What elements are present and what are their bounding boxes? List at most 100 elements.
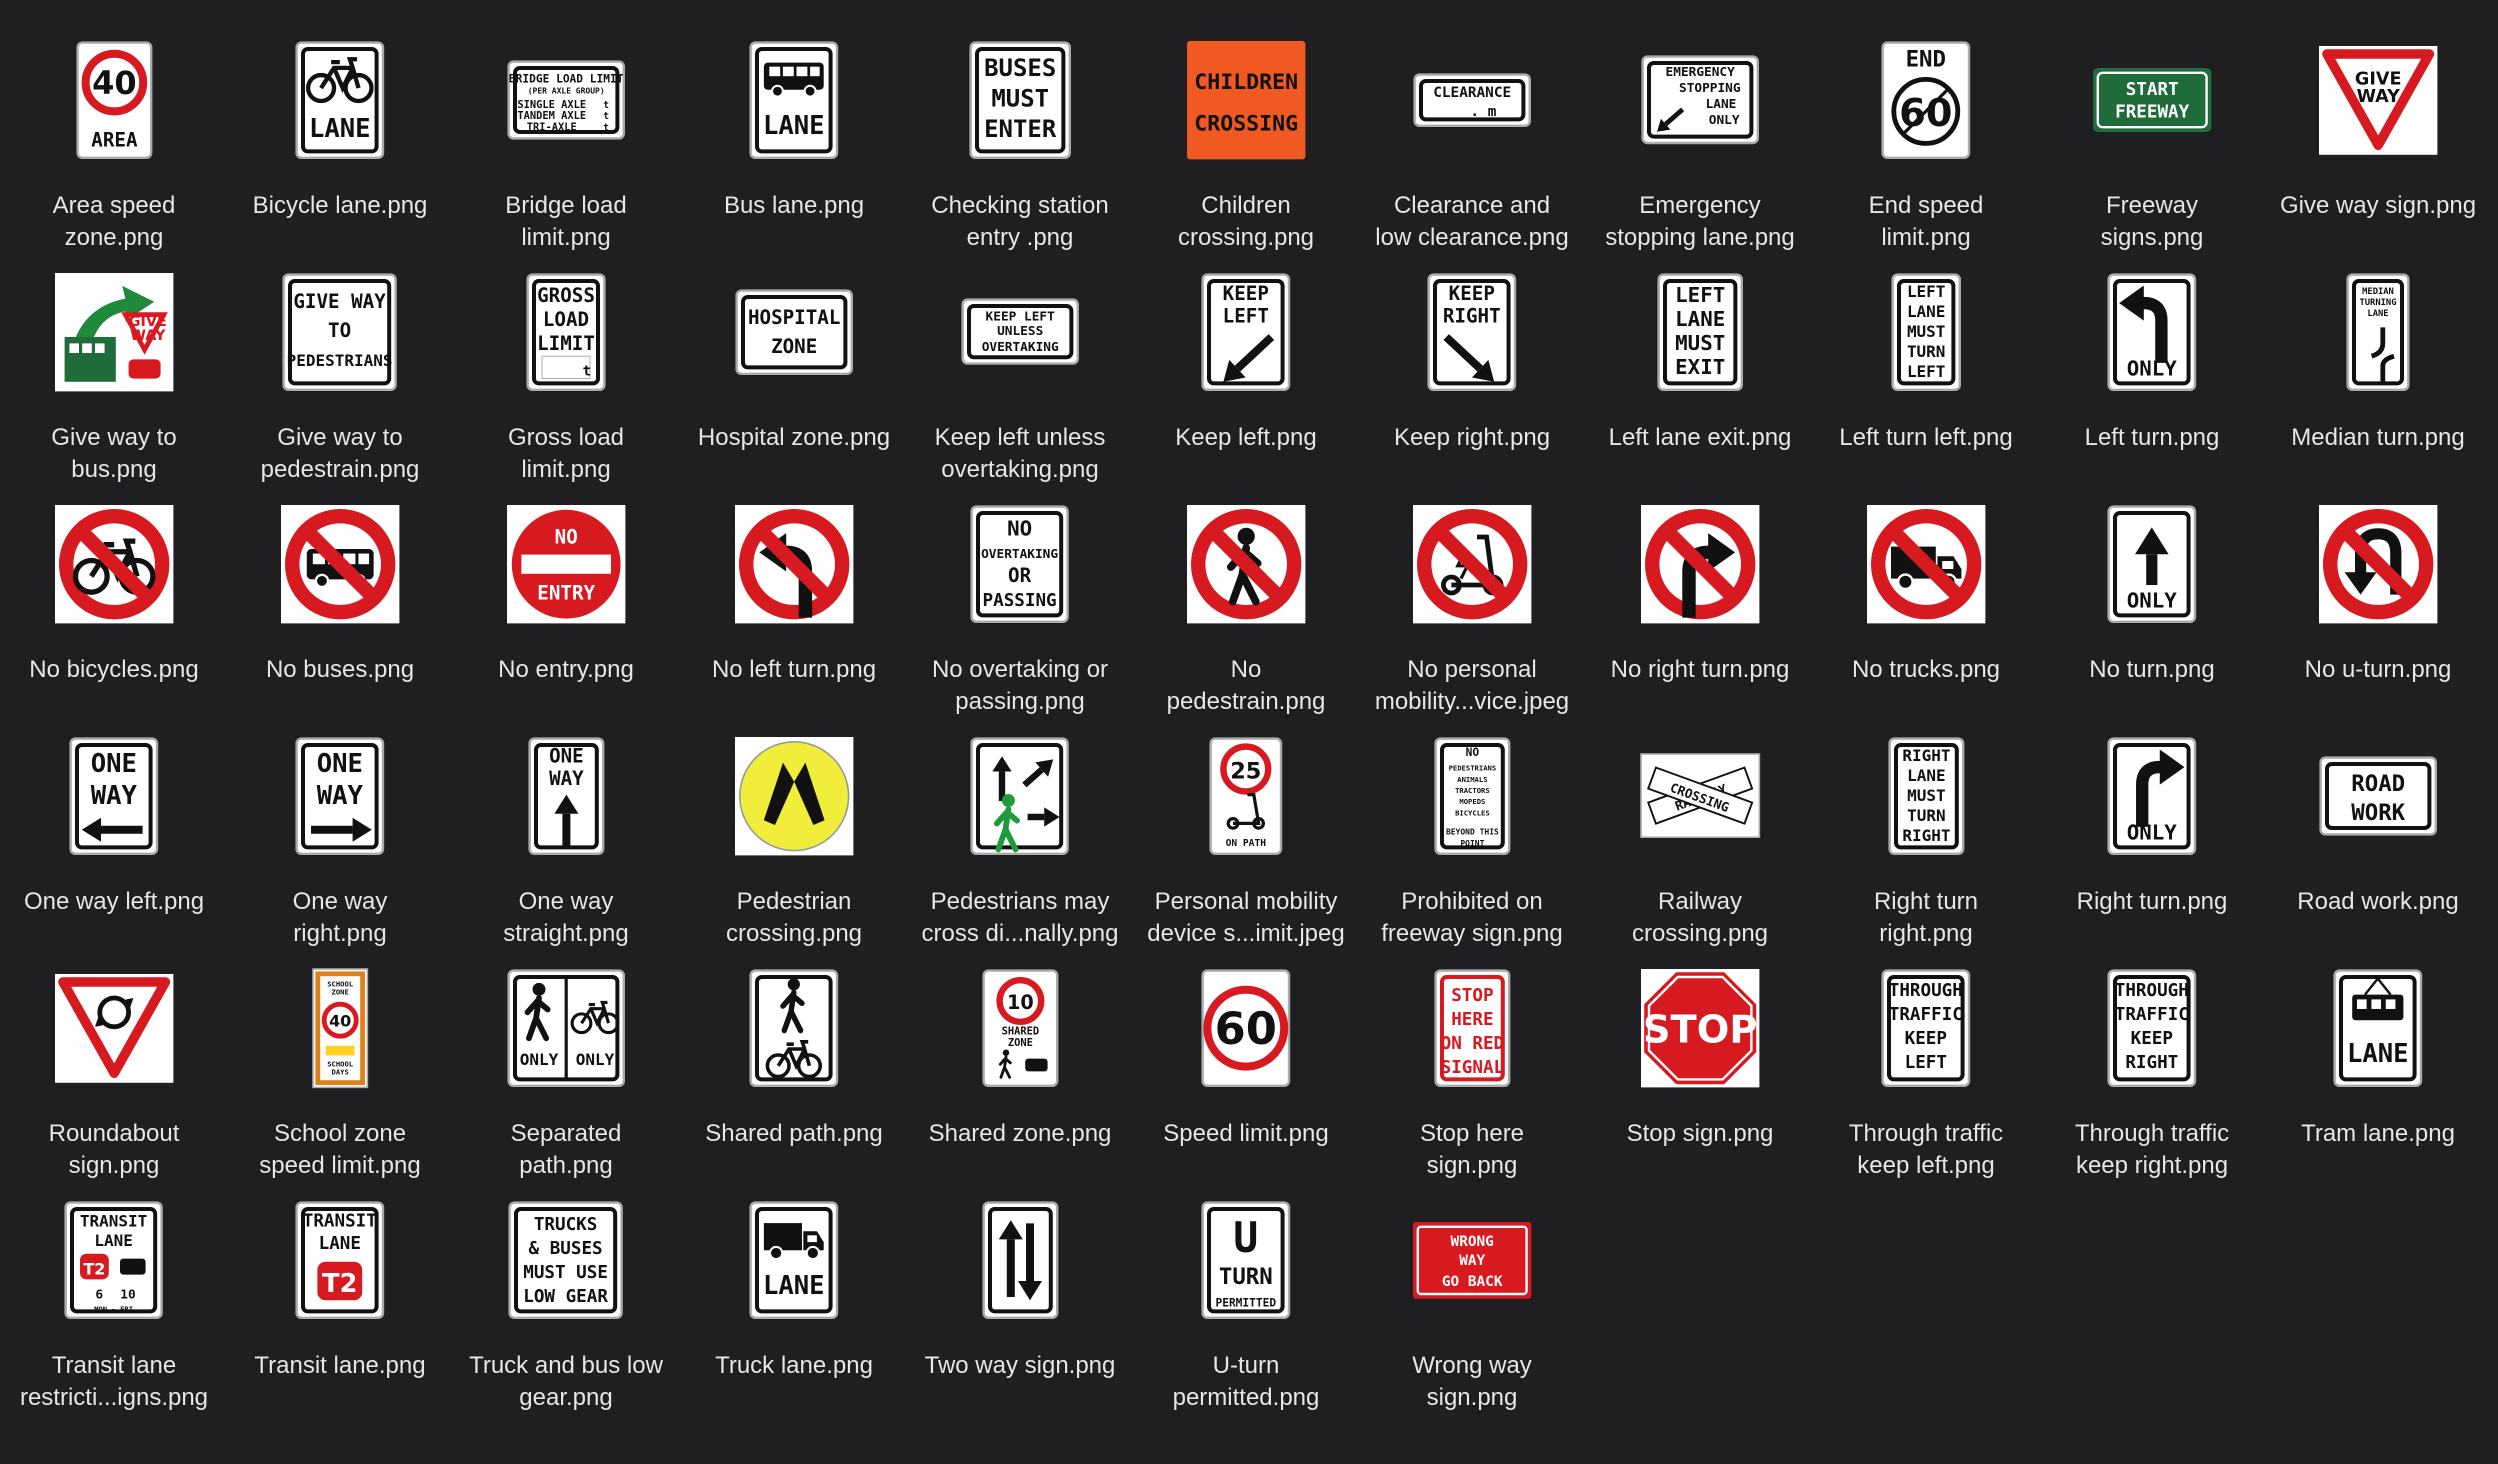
- file-item[interactable]: ONE WAY One way left.png: [1, 716, 227, 918]
- file-thumbnail[interactable]: STOP HERE ON RED SIGNAL: [1359, 948, 1585, 1108]
- file-name[interactable]: Roundabout sign.png: [1, 1118, 227, 1182]
- file-name[interactable]: End speed limit.png: [1813, 190, 2039, 254]
- file-name[interactable]: Pedestrian crossing.png: [681, 886, 907, 950]
- file-item[interactable]: EMERGENCY STOPPING LANE ONLY Emergency stoppi…: [1587, 20, 1813, 254]
- file-item[interactable]: GIVE WAY Give way sign.png: [2265, 20, 2491, 222]
- file-name[interactable]: Through traffic keep right.png: [2039, 1118, 2265, 1182]
- file-name[interactable]: Two way sign.png: [907, 1350, 1133, 1382]
- file-name[interactable]: Transit lane restricti...igns.png: [1, 1350, 227, 1414]
- file-name[interactable]: Truck lane.png: [681, 1350, 907, 1382]
- file-thumbnail[interactable]: ONE WAY: [1, 716, 227, 876]
- file-name[interactable]: Hospital zone.png: [681, 422, 907, 454]
- file-name[interactable]: One way left.png: [1, 886, 227, 918]
- file-item[interactable]: GROSS LOAD LIMIT t Gross load limit.png: [453, 252, 679, 486]
- file-thumbnail[interactable]: BRIDGE LOAD LIMIT (PER AXLE GROUP) SINGLE …: [453, 20, 679, 180]
- file-name[interactable]: Through traffic keep left.png: [1813, 1118, 2039, 1182]
- file-thumbnail[interactable]: NO OVERTAKING OR PASSING: [907, 484, 1133, 644]
- file-thumbnail[interactable]: THROUGH TRAFFIC KEEP LEFT: [1813, 948, 2039, 1108]
- file-item[interactable]: CHILDREN CROSSING Children crossing.png: [1133, 20, 1359, 254]
- file-name[interactable]: Checking station entry .png: [907, 190, 1133, 254]
- file-name[interactable]: Clearance and low clearance.png: [1359, 190, 1585, 254]
- file-item[interactable]: KEEP LEFT UNLESS OVERTAKING Keep left unles…: [907, 252, 1133, 486]
- file-name[interactable]: U-turn permitted.png: [1133, 1350, 1359, 1414]
- file-name[interactable]: Give way to pedestrain.png: [227, 422, 453, 486]
- file-thumbnail[interactable]: HOSPITAL ZONE: [681, 252, 907, 412]
- file-name[interactable]: Keep right.png: [1359, 422, 1585, 454]
- file-name[interactable]: Keep left.png: [1133, 422, 1359, 454]
- file-item[interactable]: LANE Bicycle lane.png: [227, 20, 453, 222]
- file-item[interactable]: WRONG WAY GO BACK Wrong way sign.png: [1359, 1180, 1585, 1414]
- file-name[interactable]: Left turn left.png: [1813, 422, 2039, 454]
- file-thumbnail[interactable]: [1, 948, 227, 1108]
- file-name[interactable]: Stop here sign.png: [1359, 1118, 1585, 1182]
- file-item[interactable]: No u-turn.png: [2265, 484, 2491, 686]
- file-item[interactable]: RIGHT LANE MUST TURN RIGHT Right turn right.pn…: [1813, 716, 2039, 950]
- file-thumbnail[interactable]: TRUCKS & BUSES MUST USE LOW GEAR: [453, 1180, 679, 1340]
- file-item[interactable]: CLEARANCE . m Clearance and low clearance.p…: [1359, 20, 1585, 254]
- file-thumbnail[interactable]: CHILDREN CROSSING: [1133, 20, 1359, 180]
- file-thumbnail[interactable]: TRANSIT LANE T2: [227, 1180, 453, 1340]
- file-item[interactable]: U TURN PERMITTED U-turn permitted.png: [1133, 1180, 1359, 1414]
- file-thumbnail[interactable]: THROUGH TRAFFIC KEEP RIGHT: [2039, 948, 2265, 1108]
- file-item[interactable]: Pedestrian crossing.png: [681, 716, 907, 950]
- file-item[interactable]: 10 SHARED ZONE Shared zone.png: [907, 948, 1133, 1150]
- file-thumbnail[interactable]: [907, 1180, 1133, 1340]
- file-name[interactable]: Bicycle lane.png: [227, 190, 453, 222]
- file-thumbnail[interactable]: END60: [1813, 20, 2039, 180]
- file-name[interactable]: Median turn.png: [2265, 422, 2491, 454]
- file-item[interactable]: ONE WAY One way right.png: [227, 716, 453, 950]
- file-thumbnail[interactable]: GIVE WAY TO PEDESTRIANS: [227, 252, 453, 412]
- file-thumbnail[interactable]: ONLY: [2039, 484, 2265, 644]
- file-item[interactable]: 40 AREA Area speed zone.png: [1, 20, 227, 254]
- file-name[interactable]: Keep left unless overtaking.png: [907, 422, 1133, 486]
- file-item[interactable]: No right turn.png: [1587, 484, 1813, 686]
- file-thumbnail[interactable]: STOP: [1587, 948, 1813, 1108]
- file-item[interactable]: LANE Bus lane.png: [681, 20, 907, 222]
- file-item[interactable]: 25 ON PATH Personal mobility device s...imi…: [1133, 716, 1359, 950]
- file-thumbnail[interactable]: GIVE WAY: [2265, 20, 2491, 180]
- file-item[interactable]: THROUGH TRAFFIC KEEP LEFT Through traffic kee…: [1813, 948, 2039, 1182]
- file-item[interactable]: No pedestrain.png: [1133, 484, 1359, 718]
- file-name[interactable]: Give way sign.png: [2265, 190, 2491, 222]
- file-item[interactable]: Two way sign.png: [907, 1180, 1133, 1382]
- file-name[interactable]: Emergency stopping lane.png: [1587, 190, 1813, 254]
- file-item[interactable]: RAILWAYCROSSING Railway crossing.png: [1587, 716, 1813, 950]
- file-name[interactable]: Speed limit.png: [1133, 1118, 1359, 1150]
- file-thumbnail[interactable]: [1, 484, 227, 644]
- file-item[interactable]: NO ENTRY No entry.png: [453, 484, 679, 686]
- file-item[interactable]: Roundabout sign.png: [1, 948, 227, 1182]
- file-item[interactable]: LEFT LANE MUST TURN LEFT Left turn left.png: [1813, 252, 2039, 454]
- file-item[interactable]: HOSPITAL ZONE Hospital zone.png: [681, 252, 907, 454]
- file-item[interactable]: MEDIAN TURNING LANE Median turn.png: [2265, 252, 2491, 454]
- file-item[interactable]: ROAD WORK Road work.png: [2265, 716, 2491, 918]
- file-thumbnail[interactable]: TRANSIT LANE T2 6 10 MON - FRI: [1, 1180, 227, 1340]
- file-item[interactable]: SCHOOL ZONE 40 SCHOOL DAYS School zone speed l…: [227, 948, 453, 1182]
- file-item[interactable]: ONLY Right turn.png: [2039, 716, 2265, 918]
- file-thumbnail[interactable]: LEFT LANE MUST EXIT: [1587, 252, 1813, 412]
- file-thumbnail[interactable]: 60: [1133, 948, 1359, 1108]
- file-name[interactable]: Children crossing.png: [1133, 190, 1359, 254]
- file-item[interactable]: 60 Speed limit.png: [1133, 948, 1359, 1150]
- file-name[interactable]: Stop sign.png: [1587, 1118, 1813, 1150]
- file-thumbnail[interactable]: [1813, 484, 2039, 644]
- file-item[interactable]: TRANSIT LANE T2 Transit lane.png: [227, 1180, 453, 1382]
- file-name[interactable]: No personal mobility...vice.jpeg: [1359, 654, 1585, 718]
- file-name[interactable]: Right turn right.png: [1813, 886, 2039, 950]
- file-thumbnail[interactable]: [907, 716, 1133, 876]
- file-name[interactable]: No trucks.png: [1813, 654, 2039, 686]
- file-thumbnail[interactable]: KEEP RIGHT: [1359, 252, 1585, 412]
- file-name[interactable]: No pedestrain.png: [1133, 654, 1359, 718]
- file-name[interactable]: Prohibited on freeway sign.png: [1359, 886, 1585, 950]
- file-thumbnail[interactable]: [1133, 484, 1359, 644]
- file-name[interactable]: One way straight.png: [453, 886, 679, 950]
- file-item[interactable]: Shared path.png: [681, 948, 907, 1150]
- file-name[interactable]: Pedestrians may cross di...nally.png: [907, 886, 1133, 950]
- file-thumbnail[interactable]: ONE WAY: [453, 716, 679, 876]
- file-name[interactable]: Gross load limit.png: [453, 422, 679, 486]
- file-thumbnail[interactable]: LANE: [227, 20, 453, 180]
- file-name[interactable]: No left turn.png: [681, 654, 907, 686]
- file-name[interactable]: Left turn.png: [2039, 422, 2265, 454]
- file-name[interactable]: No turn.png: [2039, 654, 2265, 686]
- file-item[interactable]: No left turn.png: [681, 484, 907, 686]
- file-thumbnail[interactable]: SCHOOL ZONE 40 SCHOOL DAYS: [227, 948, 453, 1108]
